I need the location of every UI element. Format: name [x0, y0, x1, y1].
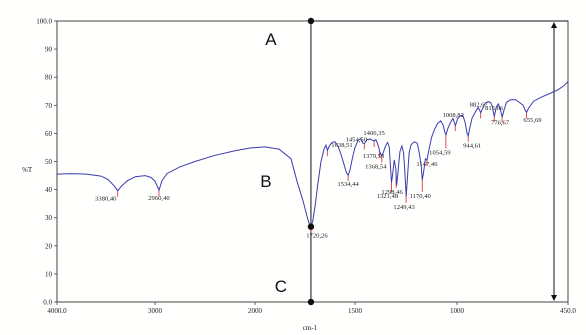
y-tick-label: 70	[45, 102, 53, 110]
y-tick-label: 30	[45, 214, 53, 222]
peak-label: 1008,82	[442, 112, 463, 119]
x-tick-label: 1500	[348, 307, 363, 315]
dot-a	[308, 18, 314, 24]
x-axis-label: cm-1	[303, 324, 318, 332]
peak-label: 1534,44	[337, 181, 359, 188]
y-tick-label: 60	[45, 130, 53, 138]
y-tick-label: 80	[45, 74, 53, 82]
x-tick-label: 450.0	[560, 307, 576, 315]
x-tick-label: 2000	[248, 307, 263, 315]
peak-label: 1249,43	[393, 204, 415, 211]
peak-label: 1298,46	[381, 189, 403, 196]
peak-label: 1720,26	[306, 233, 328, 240]
y-tick-label: 40	[45, 186, 53, 194]
y-tick-label: 90	[45, 46, 53, 54]
peak-label: 1170,40	[410, 193, 432, 200]
y-axis-label: %T	[22, 166, 33, 174]
peak-label: 1054,59	[429, 150, 451, 157]
y-tick-label: 10	[45, 270, 53, 278]
peak-label: 1379,50	[363, 153, 385, 160]
label-b: B	[260, 172, 271, 191]
peak-label: 1147,46	[416, 161, 438, 168]
peak-label: 776,67	[491, 120, 510, 127]
y-tick-label: 20	[45, 242, 53, 250]
label-a: A	[265, 30, 277, 49]
peak-label: 655,69	[523, 117, 542, 124]
peak-label: 815,66	[485, 105, 504, 112]
dot-c	[308, 299, 314, 305]
dot-b	[308, 223, 314, 229]
x-tick-label: 3000	[148, 307, 163, 315]
y-tick-label: 50	[45, 158, 53, 166]
peak-label: 1368,54	[365, 164, 387, 171]
y-tick-label: 100.0	[36, 18, 52, 26]
peak-label: 1406,35	[363, 130, 385, 137]
x-tick-label: 4000.0	[47, 307, 67, 315]
peak-label: 3380,40	[95, 196, 117, 203]
peak-label: 1454,50	[346, 136, 368, 143]
x-tick-label: 1000	[450, 307, 465, 315]
y-tick-label: 0.0	[43, 299, 52, 307]
peak-label: 2960,40	[148, 195, 170, 202]
peak-label: 944,61	[463, 143, 481, 150]
label-c: C	[275, 277, 287, 296]
